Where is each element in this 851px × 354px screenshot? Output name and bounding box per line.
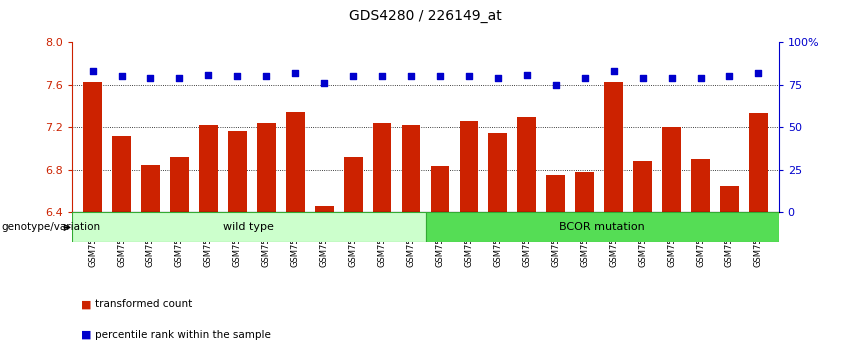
Point: [607, 69, 620, 74]
Bar: [286, 112, 305, 212]
Point: [636, 75, 649, 81]
FancyBboxPatch shape: [426, 212, 779, 242]
Bar: [691, 159, 710, 212]
Bar: [170, 157, 189, 212]
Bar: [517, 117, 536, 212]
Bar: [315, 206, 334, 212]
Bar: [575, 172, 594, 212]
Point: [665, 75, 678, 81]
FancyBboxPatch shape: [72, 212, 426, 242]
Point: [173, 75, 186, 81]
Bar: [373, 123, 391, 212]
Bar: [720, 186, 739, 212]
Bar: [257, 123, 276, 212]
Point: [722, 74, 736, 79]
Bar: [546, 175, 565, 212]
Point: [288, 70, 302, 76]
Bar: [344, 157, 363, 212]
Text: ■: ■: [81, 330, 91, 339]
Bar: [460, 121, 478, 212]
Bar: [83, 82, 102, 212]
Point: [144, 75, 157, 81]
Bar: [199, 125, 218, 212]
Bar: [488, 133, 507, 212]
Point: [520, 72, 534, 78]
Bar: [228, 131, 247, 212]
Point: [491, 75, 505, 81]
Text: transformed count: transformed count: [95, 299, 192, 309]
Point: [346, 74, 360, 79]
Bar: [431, 166, 449, 212]
Bar: [662, 127, 681, 212]
Point: [694, 75, 707, 81]
Bar: [749, 113, 768, 212]
Point: [317, 80, 331, 86]
Text: genotype/variation: genotype/variation: [2, 222, 100, 233]
Point: [375, 74, 389, 79]
Text: percentile rank within the sample: percentile rank within the sample: [95, 330, 271, 339]
Point: [86, 69, 100, 74]
Point: [202, 72, 215, 78]
Bar: [141, 165, 160, 212]
Text: GDS4280 / 226149_at: GDS4280 / 226149_at: [349, 9, 502, 23]
Point: [115, 74, 129, 79]
Text: BCOR mutation: BCOR mutation: [559, 222, 645, 233]
Point: [433, 74, 447, 79]
Point: [549, 82, 563, 88]
Bar: [633, 161, 652, 212]
Point: [404, 74, 418, 79]
Bar: [402, 125, 420, 212]
Point: [260, 74, 273, 79]
Text: wild type: wild type: [224, 222, 274, 233]
Point: [578, 75, 591, 81]
Text: ■: ■: [81, 299, 91, 309]
Bar: [112, 136, 131, 212]
Bar: [604, 82, 623, 212]
Point: [751, 70, 765, 76]
Point: [462, 74, 476, 79]
Point: [231, 74, 244, 79]
